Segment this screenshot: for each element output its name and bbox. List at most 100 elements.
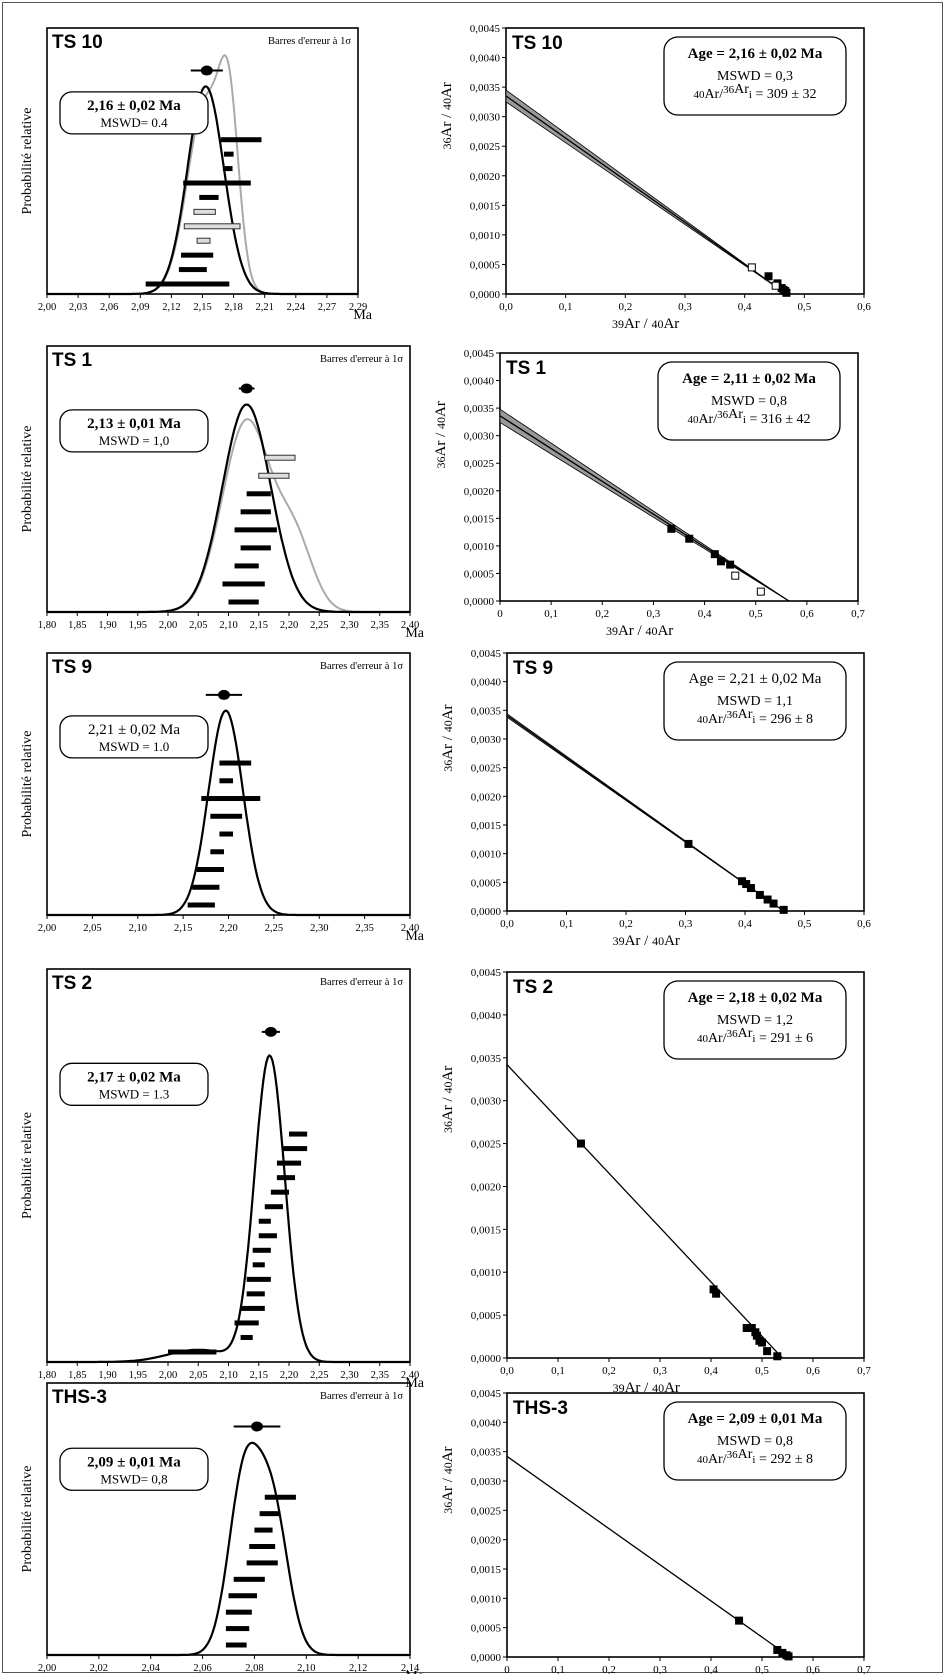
data-point bbox=[751, 1328, 760, 1337]
y-tick-label: 0,0000 bbox=[471, 906, 502, 918]
x-tick-label: 2,27 bbox=[318, 302, 336, 313]
plot-frame bbox=[46, 1382, 411, 1656]
error-bar-note: Barres d'erreur à 1σ bbox=[268, 36, 351, 47]
x-tick-label: 2,10 bbox=[219, 620, 237, 631]
isochron-plot-7: 0,00000,00050,00100,00150,00200,00250,00… bbox=[440, 967, 871, 1396]
mswd-value: MSWD = 1,2 bbox=[717, 1013, 793, 1028]
mswd-value: MSWD = 0,8 bbox=[711, 394, 787, 409]
mswd-value: MSWD = 1.0 bbox=[99, 739, 170, 754]
confidence-envelope bbox=[506, 712, 784, 912]
plot-frame bbox=[46, 345, 411, 613]
isotope-text: Ar bbox=[440, 1105, 456, 1121]
isotope-mass: 39 bbox=[613, 1381, 625, 1395]
x-tick-label: 0,1 bbox=[559, 301, 573, 313]
x-tick-label: 0,5 bbox=[755, 1365, 769, 1377]
x-unit-label: Ma bbox=[405, 1669, 424, 1674]
y-tick-label: 0,0025 bbox=[471, 763, 502, 775]
y-tick-label: 0,0035 bbox=[471, 705, 502, 717]
age-box bbox=[59, 91, 209, 135]
isochron-info-box bbox=[663, 1401, 847, 1481]
x-tick-label: 0,5 bbox=[755, 1664, 769, 1674]
step-age-bar bbox=[258, 1218, 271, 1224]
isotope-text: / bbox=[640, 933, 652, 949]
plot-frame bbox=[506, 971, 865, 1359]
y-tick-label: 0,0040 bbox=[464, 376, 495, 388]
isotope-text: / bbox=[640, 316, 652, 332]
x-tick-label: 0,6 bbox=[857, 918, 871, 930]
x-tick-label: 2,15 bbox=[193, 302, 211, 313]
x-tick-label: 2,35 bbox=[371, 1370, 389, 1381]
ratio-part: / bbox=[723, 1452, 727, 1467]
y-tick-label: 0,0000 bbox=[471, 1652, 502, 1664]
y-tick-label: 0,0015 bbox=[471, 1224, 502, 1236]
step-age-bar bbox=[181, 252, 214, 258]
step-age-bar bbox=[192, 884, 220, 890]
isotope-text: / bbox=[440, 732, 456, 744]
isotope-text: / bbox=[440, 1474, 456, 1486]
step-age-bar bbox=[178, 267, 207, 273]
data-point bbox=[773, 1645, 782, 1654]
ratio-part: 40 bbox=[693, 89, 705, 101]
age-value: 2,13 ± 0,01 Ma bbox=[87, 416, 181, 432]
x-tick-label: 0,0 bbox=[500, 1365, 514, 1377]
x-tick-label: 2,30 bbox=[340, 1370, 358, 1381]
y-axis-label: 36Ar / 40Ar bbox=[439, 82, 455, 149]
x-tick-label: 2,00 bbox=[159, 620, 177, 631]
ratio-part: = 291 ± 6 bbox=[755, 1031, 813, 1046]
panel-title: TS 2 bbox=[513, 977, 553, 998]
x-tick-label: 0,1 bbox=[560, 918, 574, 930]
isotope-text: Ar bbox=[657, 623, 673, 639]
y-tick-label: 0,0020 bbox=[464, 486, 495, 498]
x-axis-label: 39Ar / 40Ar bbox=[613, 933, 680, 949]
step-age-bar bbox=[210, 849, 224, 855]
data-point bbox=[779, 905, 788, 914]
isotope-text: Ar bbox=[440, 1066, 456, 1082]
isotope-mass: 36 bbox=[441, 1502, 455, 1514]
isotope-text: Ar bbox=[440, 704, 456, 720]
x-tick-label: 2,05 bbox=[189, 1370, 207, 1381]
mean-age-point bbox=[200, 65, 213, 76]
step-age-bar bbox=[233, 1576, 265, 1582]
data-point bbox=[726, 560, 735, 569]
data-point bbox=[735, 1616, 744, 1625]
isochron-line bbox=[505, 95, 787, 295]
step-age-bar bbox=[246, 1291, 265, 1297]
y-tick-label: 0,0045 bbox=[470, 23, 501, 35]
probability-curve bbox=[47, 1441, 410, 1657]
y-tick-label: 0,0020 bbox=[471, 1535, 502, 1547]
x-tick-label: 0,0 bbox=[499, 301, 513, 313]
x-tick-label: 2,35 bbox=[371, 620, 389, 631]
isotope-text: Ar bbox=[624, 316, 640, 332]
data-point bbox=[773, 1352, 782, 1361]
y-tick-label: 0,0000 bbox=[470, 289, 501, 301]
isotope-text: Ar bbox=[625, 933, 641, 949]
y-tick-label: 0,0000 bbox=[464, 596, 495, 608]
x-tick-label: 2,06 bbox=[100, 302, 118, 313]
age-value: Age = 2,16 ± 0,02 Ma bbox=[688, 46, 823, 62]
ratio-part: / bbox=[723, 712, 727, 727]
isochron-plot-5: 0,00000,00050,00100,00150,00200,00250,00… bbox=[440, 648, 871, 949]
x-tick-label: 0,7 bbox=[857, 1664, 871, 1674]
y-tick-label: 0,0005 bbox=[471, 1623, 502, 1635]
mswd-value: MSWD = 0,8 bbox=[717, 1434, 793, 1449]
isotope-text: Ar bbox=[440, 744, 456, 760]
data-point bbox=[755, 1336, 764, 1345]
x-tick-label: 2,35 bbox=[355, 923, 373, 934]
step-age-bar bbox=[201, 796, 261, 802]
isochron-info-box bbox=[663, 980, 847, 1060]
age-value: 2,17 ± 0,02 Ma bbox=[87, 1069, 181, 1085]
y-tick-label: 0,0035 bbox=[471, 1053, 502, 1065]
x-tick-label: 2,24 bbox=[287, 302, 306, 313]
mswd-value: MSWD = 1,0 bbox=[99, 433, 170, 448]
x-tick-label: 0,5 bbox=[797, 301, 811, 313]
isotope-text: Ar bbox=[433, 441, 449, 457]
y-tick-label: 0,0010 bbox=[470, 230, 501, 242]
x-axis-label: 39Ar / 40Ar bbox=[612, 316, 679, 332]
y-tick-label: 0,0010 bbox=[471, 1593, 502, 1605]
x-tick-label: 0,2 bbox=[602, 1664, 616, 1674]
isotope-text: Ar bbox=[663, 316, 679, 332]
ratio-part: i bbox=[752, 1454, 755, 1466]
x-tick-label: 0,1 bbox=[544, 608, 558, 620]
x-tick-label: 2,10 bbox=[219, 1370, 237, 1381]
